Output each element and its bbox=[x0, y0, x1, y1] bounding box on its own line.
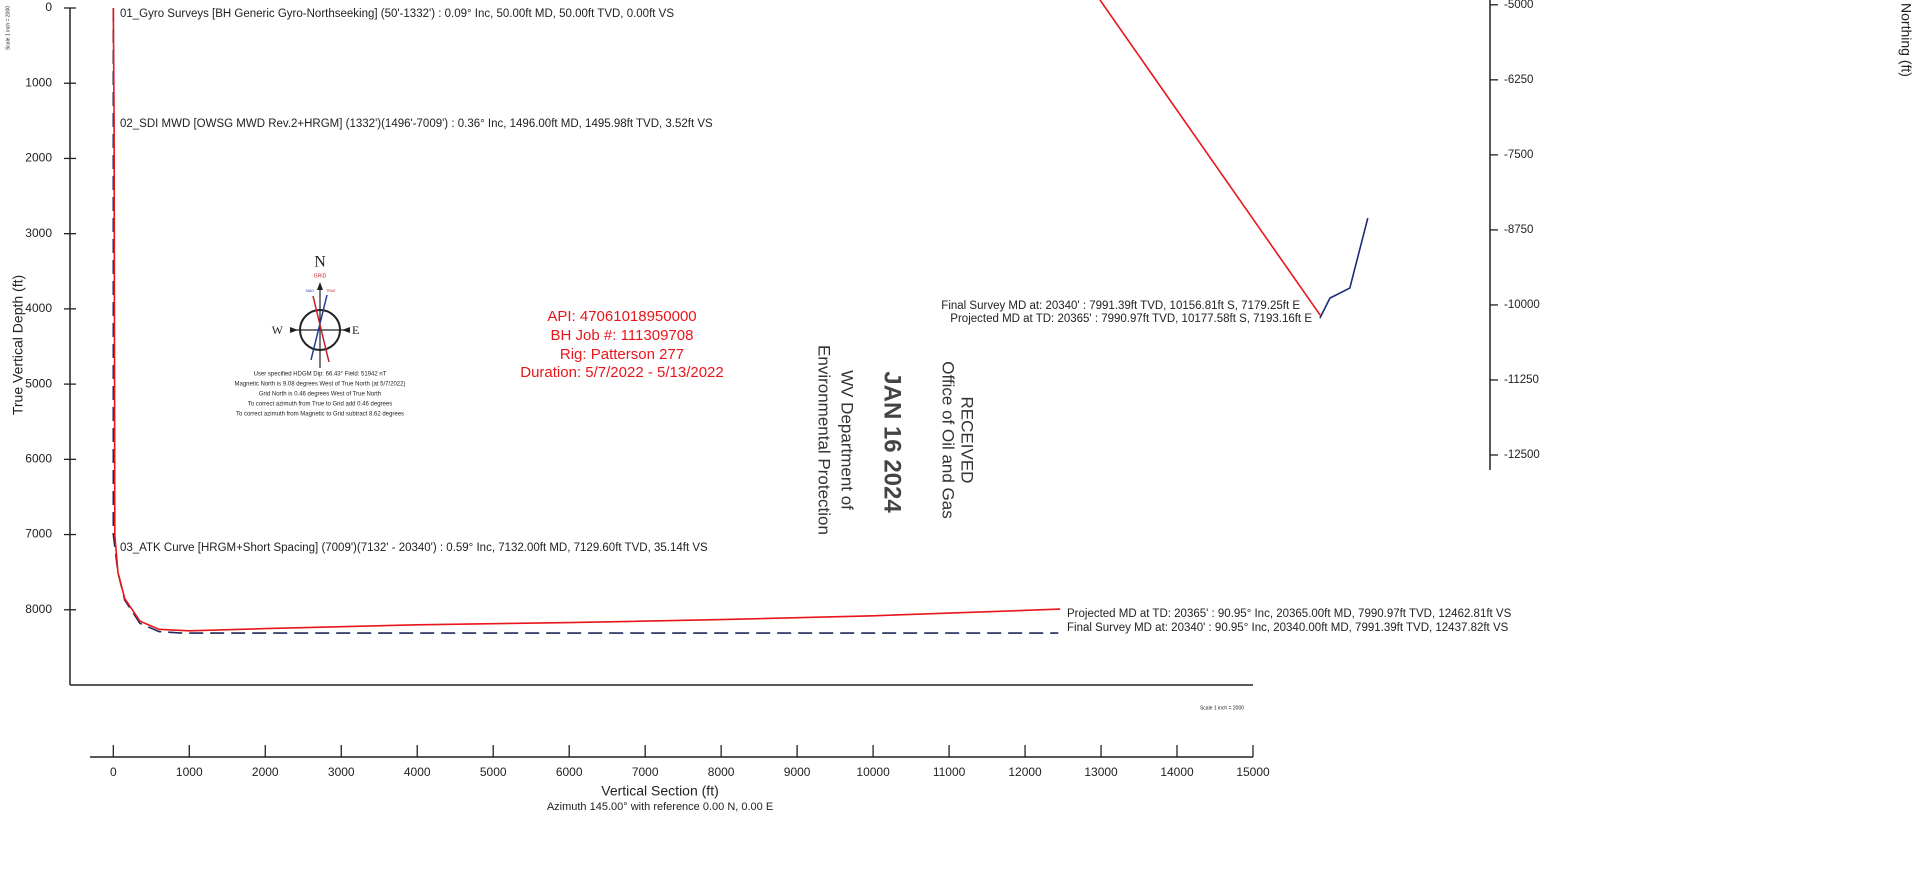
compass-true-label: TRUE bbox=[326, 289, 336, 293]
received-stamp: RECEIVED Office of Oil and Gas JAN 16 20… bbox=[815, 345, 977, 535]
survey-annotation: Final Survey MD at: 20340' : 90.95° Inc,… bbox=[1067, 622, 1509, 634]
x-tick-label: 14000 bbox=[1160, 765, 1194, 779]
survey-annotation: 03_ATK Curve [HRGM+Short Spacing] (7009'… bbox=[120, 542, 708, 554]
stamp-date: JAN 16 2024 bbox=[879, 371, 906, 513]
stamp-line: RECEIVED bbox=[958, 397, 977, 484]
y-tick-label: 7000 bbox=[25, 527, 52, 541]
x-tick-label: 15000 bbox=[1236, 765, 1270, 779]
well-path bbox=[1099, 0, 1322, 317]
info-line: BH Job #: 111309708 bbox=[551, 327, 694, 344]
survey-annotation: 02_SDI MWD [OWSG MWD Rev.2+HRGM] (1332')… bbox=[120, 118, 713, 130]
x-tick-label: 0 bbox=[110, 765, 117, 779]
y-tick-label: 8000 bbox=[25, 602, 52, 616]
x-axis-sublabel: Azimuth 145.00° with reference 0.00 N, 0… bbox=[547, 801, 773, 813]
plan-annotation: Projected MD at TD: 20365' : 7990.97ft T… bbox=[950, 313, 1312, 325]
y-tick-label: -8750 bbox=[1504, 224, 1533, 236]
survey-annotation: 01_Gyro Surveys [BH Generic Gyro-Northse… bbox=[120, 8, 674, 20]
y-tick-label: 6000 bbox=[25, 452, 52, 466]
y-tick-label: 0 bbox=[45, 0, 52, 14]
y-tick-label: 2000 bbox=[25, 151, 52, 165]
y-tick-label: -7500 bbox=[1504, 149, 1533, 161]
x-tick-label: 6000 bbox=[556, 765, 583, 779]
y-tick-label: -10000 bbox=[1504, 299, 1540, 311]
compass-w: W bbox=[272, 323, 284, 337]
y-tick-label: -11250 bbox=[1504, 374, 1539, 386]
compass-mag-label: MAG bbox=[306, 289, 314, 293]
scale-label: Scale 1 inch = 2000 bbox=[5, 6, 11, 50]
info-line: Rig: Patterson 277 bbox=[560, 346, 684, 363]
well-path bbox=[1319, 217, 1369, 319]
compass-note: Magnetic North is 9.08 degrees West of T… bbox=[235, 382, 406, 388]
x-tick-label: 7000 bbox=[632, 765, 659, 779]
info-line: API: 47061018950000 bbox=[547, 308, 696, 325]
x-tick-label: 5000 bbox=[480, 765, 507, 779]
y-tick-label: -5000 bbox=[1504, 0, 1533, 11]
stamp-line: WV Department of bbox=[838, 370, 857, 510]
compass-true bbox=[312, 295, 330, 363]
x-axis-label: Vertical Section (ft) bbox=[601, 783, 719, 799]
survey-annotation: Projected MD at TD: 20365' : 90.95° Inc,… bbox=[1067, 608, 1512, 620]
compass-note: To correct azimuth from Magnetic to Grid… bbox=[236, 412, 404, 418]
compass-e: E bbox=[352, 323, 359, 337]
x-tick-label: 3000 bbox=[328, 765, 355, 779]
x-tick-label: 8000 bbox=[708, 765, 735, 779]
scale-label: Scale 1 inch = 2000 bbox=[1200, 705, 1244, 711]
compass: N GRID W E MAG TRUE User specified HDGM … bbox=[235, 254, 406, 418]
compass-n: N bbox=[314, 254, 326, 271]
x-tick-label: 4000 bbox=[404, 765, 431, 779]
x-tick-label: 9000 bbox=[784, 765, 811, 779]
plan-y-axis-label: Northing (ft) bbox=[1898, 3, 1914, 77]
well-path bbox=[112, 7, 1061, 632]
compass-note: Grid North is 0.46 degrees West of True … bbox=[259, 392, 381, 398]
stamp-line: Environmental Protection bbox=[815, 345, 834, 535]
x-tick-label: 13000 bbox=[1084, 765, 1118, 779]
plan-annotation: Final Survey MD at: 20340' : 7991.39ft T… bbox=[941, 300, 1300, 312]
y-axis-label: True Vertical Depth (ft) bbox=[10, 275, 26, 415]
well-info: API: 47061018950000 BH Job #: 111309708 … bbox=[520, 308, 723, 381]
x-tick-label: 11000 bbox=[933, 765, 966, 779]
y-tick-label: 3000 bbox=[25, 226, 52, 240]
y-tick-label: 4000 bbox=[25, 301, 52, 315]
compass-note: User specified HDGM Dip: 66.43° Field: 5… bbox=[254, 372, 387, 378]
y-tick-label: -6250 bbox=[1504, 74, 1533, 86]
well-path bbox=[112, 8, 1059, 634]
compass-grid: GRID bbox=[314, 273, 327, 279]
x-tick-label: 10000 bbox=[856, 765, 890, 779]
compass-mag bbox=[310, 294, 328, 361]
y-tick-label: 5000 bbox=[25, 376, 52, 390]
y-tick-label: 1000 bbox=[25, 75, 52, 89]
compass-note: To correct azimuth from True to Grid add… bbox=[248, 402, 392, 408]
stamp-line: Office of Oil and Gas bbox=[939, 361, 958, 518]
x-tick-label: 2000 bbox=[252, 765, 279, 779]
x-tick-label: 1000 bbox=[176, 765, 203, 779]
x-tick-label: 12000 bbox=[1008, 765, 1042, 779]
y-tick-label: -12500 bbox=[1504, 449, 1540, 461]
info-line: Duration: 5/7/2022 - 5/13/2022 bbox=[520, 364, 723, 381]
